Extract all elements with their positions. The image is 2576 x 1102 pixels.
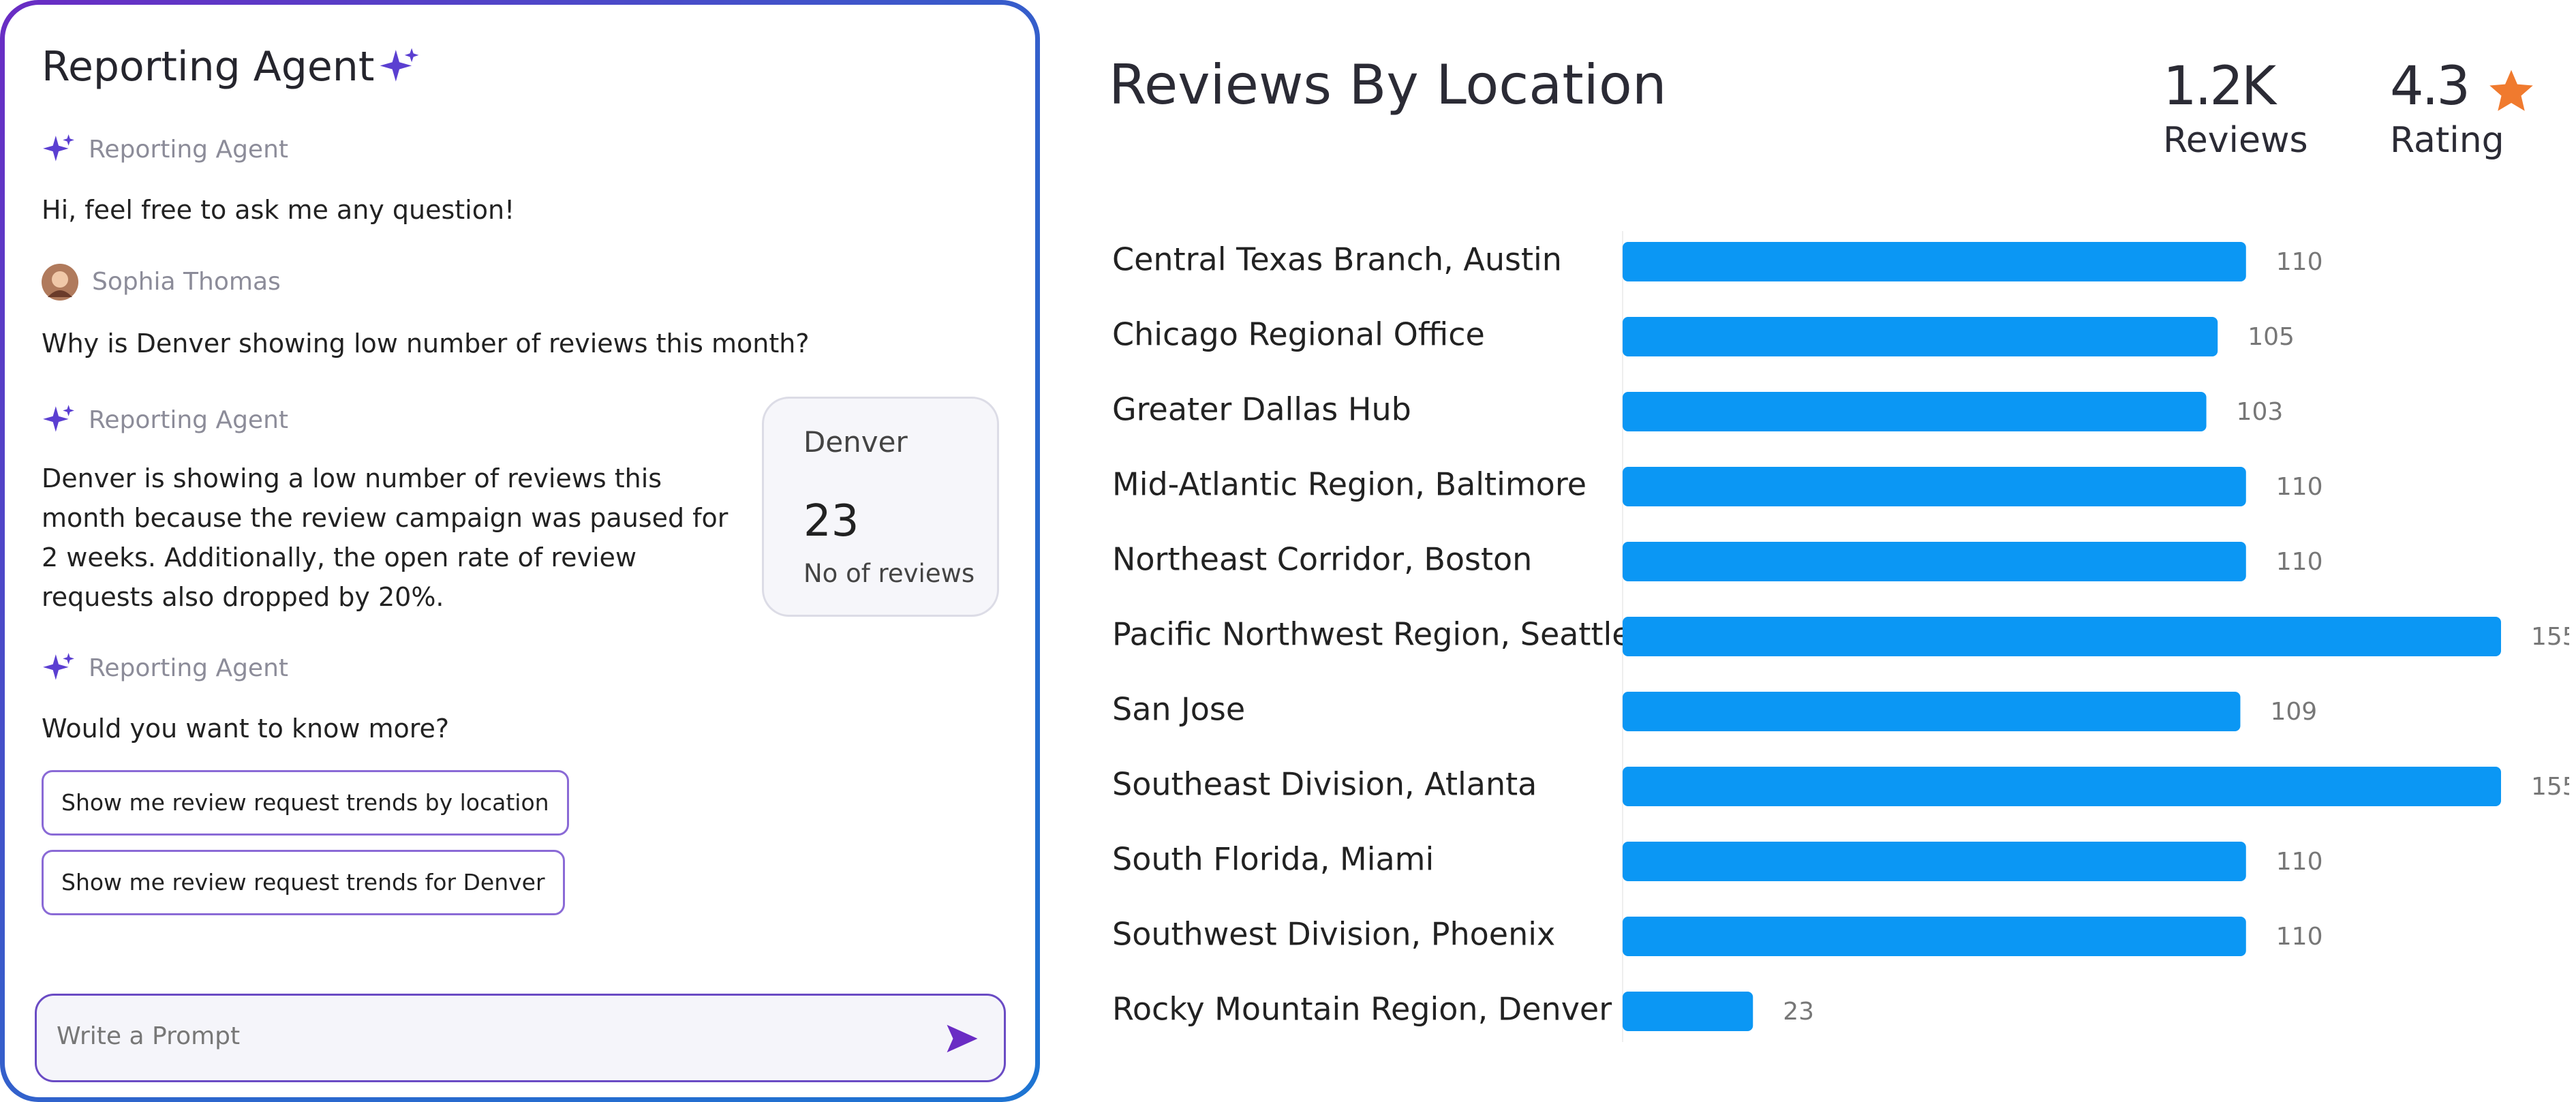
card-title: Denver [803,425,908,459]
bar [1623,542,2246,581]
suggestion-button[interactable]: Show me review request trends for Denver [42,850,565,915]
chart-title: Reviews By Location [1109,53,1667,117]
category-label: Chicago Regional Office [1112,316,1485,353]
category-label: Central Texas Branch, Austin [1112,241,1562,278]
sender: Reporting Agent [89,136,289,164]
message: Would you want to know more? [42,714,450,744]
value-label: 110 [2276,923,2323,951]
rating-star [2489,70,2533,111]
prompt-input[interactable] [35,994,1006,1082]
suggestion-button[interactable]: Show me review request trends by locatio… [42,770,569,836]
value-label: 105 [2248,323,2295,351]
agent-title: Reporting Agent [42,43,375,91]
category-label: Northeast Corridor, Boston [1112,541,1532,578]
avatar [42,264,78,301]
sender: Reporting Agent [89,406,289,434]
sender: Reporting Agent [89,654,289,682]
bar [1623,392,2207,431]
stat-label: Reviews [2163,120,2308,161]
bar [1623,692,2241,731]
value-label: 109 [2270,698,2317,726]
message: Hi, feel free to ask me any question! [42,195,515,225]
bar [1623,317,2218,356]
message: Denver is showing a low number of review… [42,463,729,612]
prompt-placeholder: Write a Prompt [57,1022,241,1050]
card-value: 23 [803,496,859,547]
category-label: Mid-Atlantic Region, Baltimore [1112,466,1586,503]
agent-icon [43,134,74,162]
bar [1623,617,2501,656]
stat-value: 1.2K [2163,56,2276,117]
bar [1623,467,2246,506]
send-button[interactable] [944,1020,981,1057]
value-label: 110 [2276,848,2323,876]
bar [1623,242,2246,281]
value-label: 103 [2237,398,2284,426]
bar [1623,917,2246,956]
category-label: South Florida, Miami [1112,841,1434,878]
value-label: 23 [1783,998,1814,1026]
agent-icon [43,653,74,680]
sparkle-icon [380,48,419,82]
stat-value: 4.3 [2390,56,2470,117]
category-label: Rocky Mountain Region, Denver [1112,991,1612,1028]
sender: Sophia Thomas [92,268,281,296]
denver-card [762,397,999,617]
category-label: Greater Dallas Hub [1112,391,1411,428]
bar-chart: Reviews By Location Central Texas Branch… [1109,53,2569,1042]
agent-icon [43,405,74,432]
category-label: Southeast Division, Atlanta [1112,766,1537,803]
value-label: 155 [2531,773,2569,801]
value-label: 110 [2276,548,2323,576]
bar [1623,992,1753,1031]
bar [1623,767,2501,806]
category-label: Pacific Northwest Region, Seattle [1112,616,1631,653]
value-label: 110 [2276,248,2323,276]
value-label: 110 [2276,473,2323,501]
stat-label: Rating [2390,120,2504,161]
category-label: San Jose [1112,691,1245,728]
value-label: 155 [2531,623,2569,651]
message: Why is Denver showing low number of revi… [42,328,810,358]
category-label: Southwest Division, Phoenix [1112,916,1555,953]
bar [1623,842,2246,881]
card-label: No of reviews [803,559,975,588]
